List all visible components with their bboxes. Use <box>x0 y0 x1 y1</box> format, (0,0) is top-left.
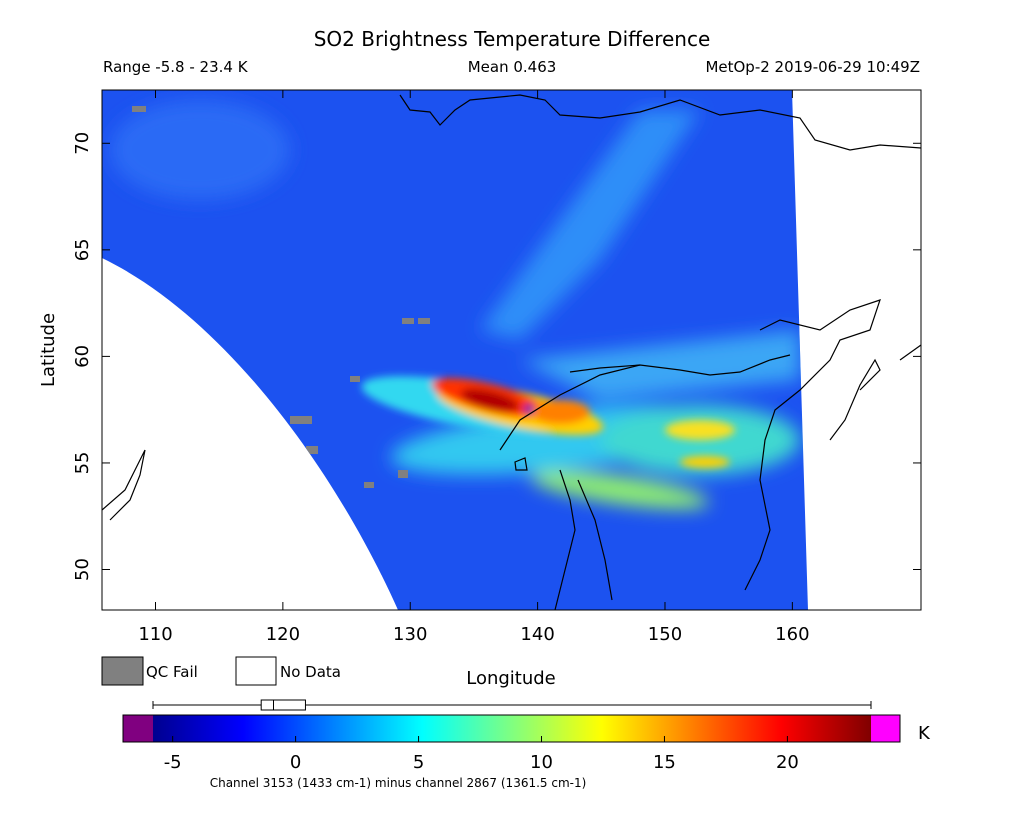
colorbar-over <box>871 715 900 742</box>
x-tick-label: 130 <box>393 624 427 645</box>
boxplot-box <box>260 699 306 711</box>
header-range: Range -5.8 - 23.4 K <box>103 58 249 76</box>
qc-fail-label: QC Fail <box>146 663 198 681</box>
x-tick-label: 120 <box>266 624 300 645</box>
colorbar-unit: K <box>918 723 931 744</box>
x-tick-label: 140 <box>520 624 554 645</box>
colorbar-tick-label: -5 <box>164 752 182 773</box>
colorbar-caption: Channel 3153 (1433 cm-1) minus channel 2… <box>210 776 587 790</box>
map-frame <box>101 89 922 611</box>
no-data-swatch <box>235 656 277 686</box>
swath <box>102 90 808 610</box>
coastlines <box>102 94 921 610</box>
map-image <box>101 89 922 611</box>
y-tick-label: 60 <box>72 345 93 368</box>
colorbar-gradient <box>153 715 871 742</box>
y-axis-label: Latitude <box>38 313 59 387</box>
y-tick-label: 65 <box>72 238 93 261</box>
colorbar-tick-label: 10 <box>530 752 553 773</box>
dynamic: 110 120 130 140 150 160 50 55 60 65 70 -5 0 5 10 15 20 <box>72 90 921 773</box>
colorbar-tick-label: 15 <box>653 752 676 773</box>
colorbar-under <box>123 715 153 742</box>
header-mean: Mean 0.463 <box>468 58 557 76</box>
x-tick-label: 110 <box>138 624 172 645</box>
x-axis-label: Longitude <box>466 668 556 689</box>
colorbar-tick-label: 0 <box>290 752 301 773</box>
x-tick-label: 160 <box>775 624 809 645</box>
y-tick-label: 50 <box>72 558 93 581</box>
y-tick-label: 70 <box>72 132 93 155</box>
y-tick-label: 55 <box>72 451 93 474</box>
title: SO2 Brightness Temperature Difference <box>314 27 711 51</box>
no-data-label: No Data <box>280 663 341 681</box>
colorbar-tick-label: 20 <box>776 752 799 773</box>
header-source: MetOp-2 2019-06-29 10:49Z <box>705 58 920 76</box>
colorbar-frame <box>122 714 901 743</box>
x-tick-label: 150 <box>648 624 682 645</box>
colorbar-tick-label: 5 <box>413 752 424 773</box>
qc-fail-pixels <box>132 106 430 488</box>
qc-fail-swatch <box>101 656 144 686</box>
